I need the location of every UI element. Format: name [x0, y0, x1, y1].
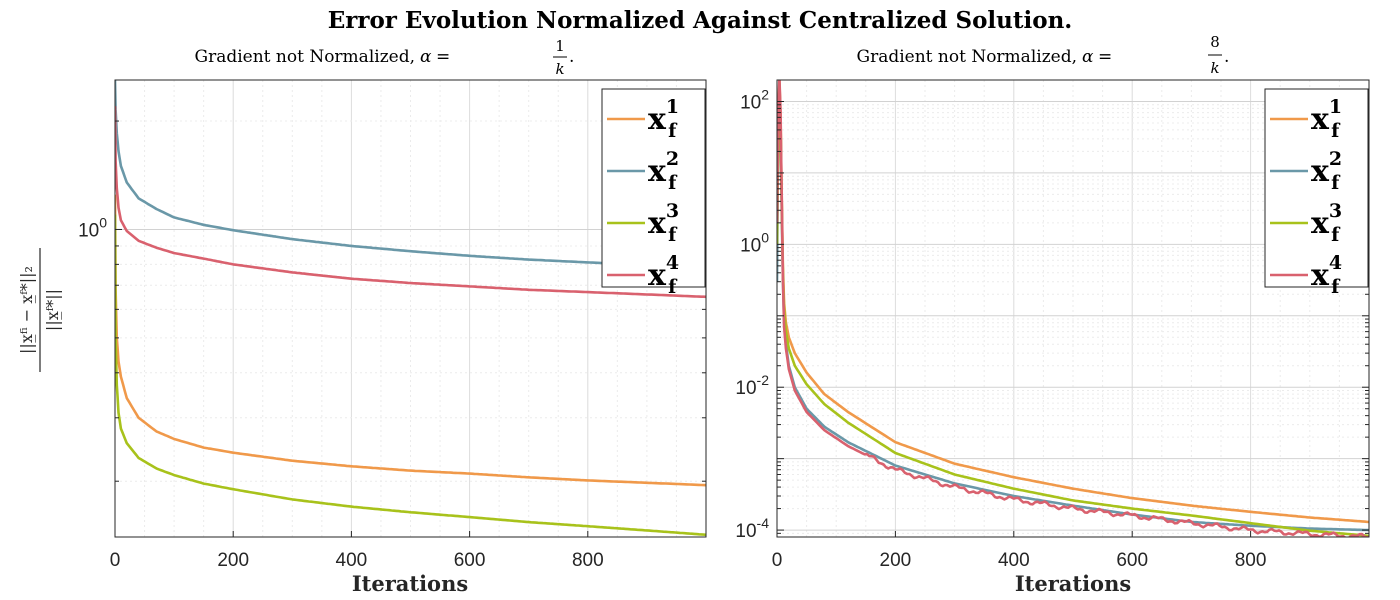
x-tick-label: 0 [772, 550, 783, 571]
left-legend: x1 f x2 f x3 f x4 f [601, 88, 706, 298]
x-tick-label: 200 [217, 550, 249, 571]
right-series-lines [777, 80, 1369, 537]
y-tick-label: 102 [740, 87, 769, 114]
right-alpha-numerator: 8 [1210, 33, 1220, 51]
left-alpha-denominator: k [555, 60, 564, 78]
left-chart-subtitle: Gradient not Normalized, α = 1 k . [195, 37, 575, 78]
right-alpha-symbol: α [1082, 47, 1094, 67]
series-line-3 [777, 82, 1369, 537]
right-equals: = [1098, 47, 1112, 67]
right-x-ticks: 0 200 400 600 800 [772, 531, 1267, 571]
left-alpha-numerator: 1 [555, 37, 565, 55]
left-subtitle-text: Gradient not Normalized, [195, 47, 416, 67]
legend-label-4: x4 f [1311, 252, 1342, 298]
figure-title: Error Evolution Normalized Against Centr… [328, 7, 1073, 34]
series-group [777, 80, 1369, 537]
left-chart: Gradient not Normalized, α = 1 k . 0 200 4… [17, 37, 707, 596]
right-period: . [1224, 47, 1229, 67]
legend-label-2: x2 f [1311, 148, 1342, 194]
series-line-3 [115, 214, 706, 537]
left-x-ticks: 0 200 400 600 800 [110, 531, 604, 571]
legend-label-4: x4 f [648, 252, 679, 298]
x-tick-label: 800 [572, 550, 604, 571]
y-label-numerator: ||x̲ᶠⁱ − x̲ᶠ*||₂ [17, 266, 36, 354]
right-subtitle-text: Gradient not Normalized, [857, 47, 1078, 67]
y-label-denominator: ||x̲ᶠ*|| [43, 289, 62, 331]
legend-box [601, 88, 706, 288]
x-tick-label: 600 [454, 550, 486, 571]
left-equals: = [436, 47, 450, 67]
y-tick-label: 100 [740, 229, 769, 256]
left-y-ticks: 100 [78, 120, 706, 482]
left-period: . [569, 47, 574, 67]
x-tick-label: 400 [336, 550, 368, 571]
left-x-axis-label: Iterations [352, 571, 468, 596]
series-line-1 [777, 80, 1369, 524]
series-line-4 [777, 80, 1369, 537]
y-tick-label: 10-2 [735, 372, 769, 399]
right-axes-box [776, 79, 1370, 538]
y-tick-label: 10-4 [735, 515, 769, 542]
legend-label-3: x3 f [1311, 200, 1342, 246]
left-axes-box [114, 79, 707, 538]
legend-label-1: x1 f [648, 96, 679, 142]
x-tick-label: 800 [1235, 550, 1267, 571]
legend-label-3: x3 f [648, 200, 679, 246]
legend-label-2: x2 f [648, 148, 679, 194]
x-tick-label: 600 [1116, 550, 1148, 571]
legend-box [1264, 88, 1369, 288]
right-x-axis-label: Iterations [1015, 571, 1131, 596]
right-alpha-denominator: k [1210, 59, 1219, 77]
series-line-1 [115, 194, 706, 487]
right-chart-subtitle: Gradient not Normalized, α = 8 k . [857, 33, 1230, 77]
x-tick-label: 0 [110, 550, 121, 571]
y-tick-label: 100 [78, 214, 107, 241]
series-line-2 [777, 87, 1369, 532]
left-y-axis-label: ||x̲ᶠⁱ − x̲ᶠ*||₂ ||x̲ᶠ*|| [17, 248, 62, 372]
legend-label-1: x1 f [1311, 96, 1342, 142]
x-tick-label: 200 [880, 550, 912, 571]
right-chart: Gradient not Normalized, α = 8 k . 0 200 4… [735, 33, 1370, 596]
right-legend: x1 f x2 f x3 f x4 f [1264, 88, 1369, 298]
series-line-4 [115, 106, 706, 299]
right-grid [777, 79, 1369, 538]
left-alpha-symbol: α [420, 47, 432, 67]
x-tick-label: 400 [998, 550, 1030, 571]
